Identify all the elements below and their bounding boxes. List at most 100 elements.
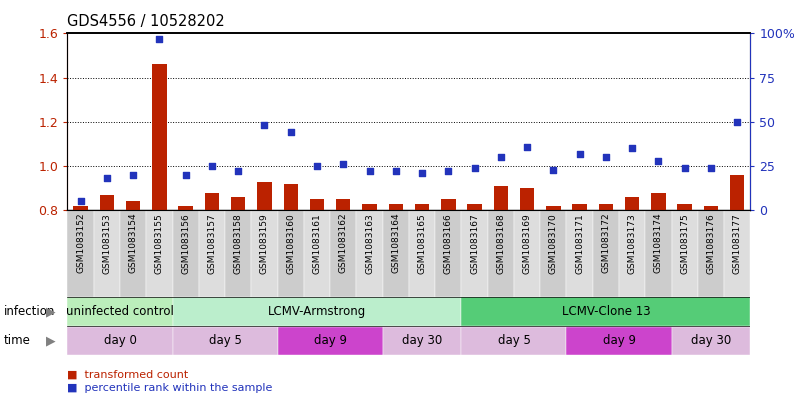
Bar xyxy=(540,210,566,297)
Bar xyxy=(619,210,646,297)
Text: GSM1083159: GSM1083159 xyxy=(260,213,269,274)
Point xyxy=(442,168,455,174)
Bar xyxy=(146,210,172,297)
Point xyxy=(521,143,534,150)
Point xyxy=(495,154,507,160)
Bar xyxy=(383,210,409,297)
Point xyxy=(730,119,743,125)
Point xyxy=(626,145,638,151)
Bar xyxy=(336,199,350,210)
Bar xyxy=(152,64,167,210)
Bar xyxy=(599,204,613,210)
Bar xyxy=(435,210,461,297)
Text: uninfected control: uninfected control xyxy=(66,305,174,318)
Bar xyxy=(677,204,692,210)
Bar xyxy=(67,297,172,325)
Text: ■  transformed count: ■ transformed count xyxy=(67,369,189,379)
Bar xyxy=(414,204,430,210)
Bar xyxy=(572,204,587,210)
Bar xyxy=(67,210,94,297)
Bar xyxy=(646,210,672,297)
Point xyxy=(232,168,245,174)
Text: GSM1083152: GSM1083152 xyxy=(76,213,85,274)
Point xyxy=(284,129,297,136)
Bar xyxy=(172,327,278,355)
Text: GSM1083158: GSM1083158 xyxy=(233,213,243,274)
Bar xyxy=(362,204,376,210)
Bar xyxy=(257,182,272,210)
Point xyxy=(416,170,429,176)
Point xyxy=(363,168,376,174)
Point xyxy=(573,151,586,157)
Text: day 30: day 30 xyxy=(691,334,731,347)
Point xyxy=(101,175,114,182)
Bar xyxy=(672,327,750,355)
Bar xyxy=(468,204,482,210)
Bar xyxy=(179,206,193,210)
Text: GSM1083161: GSM1083161 xyxy=(313,213,322,274)
Text: day 5: day 5 xyxy=(209,334,241,347)
Text: LCMV-Armstrong: LCMV-Armstrong xyxy=(268,305,366,318)
Bar xyxy=(566,327,672,355)
Bar xyxy=(441,199,456,210)
Point xyxy=(179,172,192,178)
Bar xyxy=(278,327,383,355)
Bar xyxy=(172,297,461,325)
Bar xyxy=(310,199,324,210)
Text: GSM1083173: GSM1083173 xyxy=(627,213,637,274)
Bar xyxy=(409,210,435,297)
Bar xyxy=(461,297,750,325)
Bar xyxy=(625,197,639,210)
Text: LCMV-Clone 13: LCMV-Clone 13 xyxy=(561,305,650,318)
Bar xyxy=(126,201,141,210)
Text: day 0: day 0 xyxy=(103,334,137,347)
Bar xyxy=(283,184,298,210)
Bar xyxy=(698,210,724,297)
Bar xyxy=(73,206,88,210)
Point xyxy=(389,168,402,174)
Point xyxy=(337,161,349,167)
Bar xyxy=(672,210,698,297)
Text: GSM1083166: GSM1083166 xyxy=(444,213,453,274)
Text: GSM1083171: GSM1083171 xyxy=(575,213,584,274)
Text: GSM1083153: GSM1083153 xyxy=(102,213,111,274)
Text: GDS4556 / 10528202: GDS4556 / 10528202 xyxy=(67,15,225,29)
Bar xyxy=(172,210,198,297)
Text: ▶: ▶ xyxy=(46,305,56,318)
Point xyxy=(310,163,323,169)
Point xyxy=(704,165,717,171)
Text: GSM1083163: GSM1083163 xyxy=(365,213,374,274)
Point xyxy=(206,163,218,169)
Bar xyxy=(703,206,718,210)
Bar xyxy=(205,193,219,210)
Bar xyxy=(494,186,508,210)
Point xyxy=(258,122,271,129)
Bar xyxy=(566,210,593,297)
Bar xyxy=(357,210,383,297)
Bar xyxy=(461,210,488,297)
Text: GSM1083164: GSM1083164 xyxy=(391,213,400,274)
Text: GSM1083177: GSM1083177 xyxy=(733,213,742,274)
Bar xyxy=(383,327,461,355)
Bar xyxy=(231,197,245,210)
Text: GSM1083168: GSM1083168 xyxy=(496,213,505,274)
Point xyxy=(75,198,87,204)
Text: day 9: day 9 xyxy=(314,334,347,347)
Text: GSM1083170: GSM1083170 xyxy=(549,213,558,274)
Bar xyxy=(520,188,534,210)
Bar xyxy=(488,210,514,297)
Bar xyxy=(388,204,403,210)
Point xyxy=(678,165,691,171)
Text: GSM1083155: GSM1083155 xyxy=(155,213,164,274)
Bar xyxy=(252,210,278,297)
Bar xyxy=(225,210,252,297)
Bar xyxy=(278,210,304,297)
Text: GSM1083156: GSM1083156 xyxy=(181,213,191,274)
Point xyxy=(468,165,481,171)
Bar xyxy=(651,193,665,210)
Text: ▶: ▶ xyxy=(46,334,56,347)
Text: GSM1083162: GSM1083162 xyxy=(339,213,348,274)
Text: day 9: day 9 xyxy=(603,334,635,347)
Text: ■  percentile rank within the sample: ■ percentile rank within the sample xyxy=(67,383,273,393)
Text: GSM1083154: GSM1083154 xyxy=(129,213,137,274)
